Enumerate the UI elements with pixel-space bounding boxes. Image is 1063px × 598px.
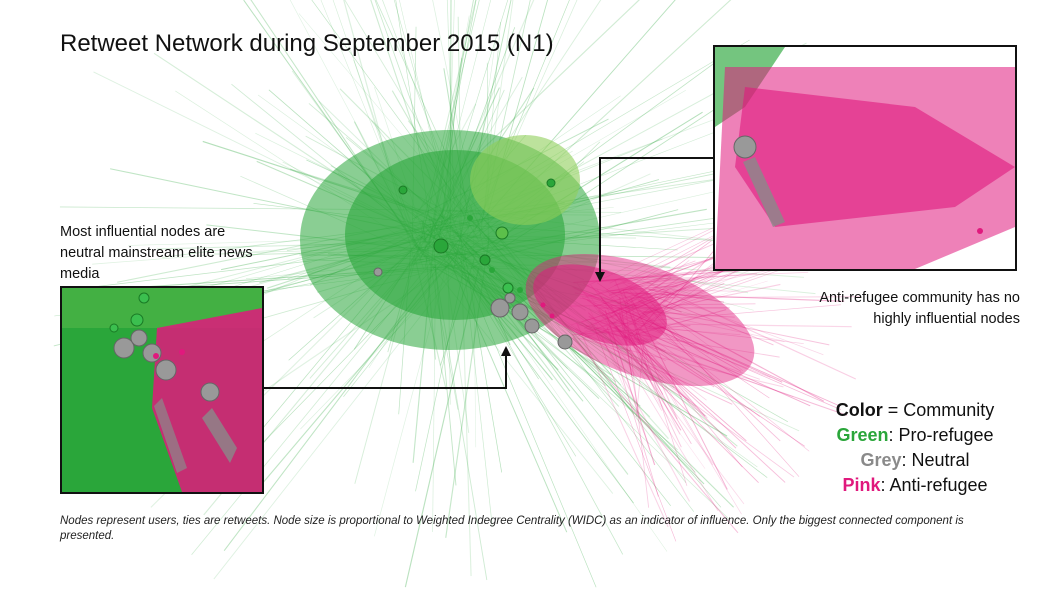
retweet-tie	[611, 291, 845, 302]
pro-refugee-light-subcluster	[470, 135, 580, 225]
neutral-node	[504, 292, 516, 304]
neutral-node	[142, 343, 162, 363]
retweet-tie	[627, 273, 758, 285]
neutral-node	[557, 334, 573, 350]
retweet-tie	[646, 282, 857, 380]
retweet-tie	[645, 280, 768, 319]
connector-line-left	[262, 354, 507, 389]
retweet-tie	[606, 330, 706, 469]
footnote: Nodes represent users, ties are retweets…	[60, 515, 964, 542]
annotation-influential-nodes: Most influential nodes are neutral mains…	[60, 224, 253, 282]
anti-refugee-node	[153, 353, 159, 359]
connector-arrow-right	[595, 272, 605, 282]
legend-item-desc: : Pro-refugee	[888, 425, 994, 445]
pro-refugee-node	[489, 267, 495, 273]
anti-refugee-node	[977, 228, 983, 234]
pro-refugee-node	[130, 313, 144, 327]
neutral-node	[511, 303, 529, 321]
zoom-inset-anti-refugee	[713, 45, 1017, 271]
retweet-tie	[606, 326, 659, 497]
legend-item-label: Pink	[842, 475, 881, 495]
pro-refugee-node	[479, 254, 491, 266]
pro-refugee-node	[502, 282, 514, 294]
zoom-inset-center	[60, 286, 264, 494]
legend-item-grey: Grey: Neutral	[795, 448, 1035, 473]
inset-grey-streak	[154, 398, 187, 473]
retweet-tie	[633, 282, 824, 356]
retweet-tie	[576, 331, 733, 405]
legend-item-desc: : Anti-refugee	[880, 475, 988, 495]
retweet-tie	[572, 337, 739, 534]
retweet-tie	[635, 334, 714, 466]
retweet-tie	[645, 338, 760, 380]
inset-grey-streak	[202, 408, 237, 463]
legend-color-desc: = Community	[882, 400, 995, 420]
retweet-tie	[641, 283, 781, 314]
retweet-tie	[637, 304, 841, 323]
zoom-inset-anti-refugee-graphic	[715, 47, 1015, 269]
retweet-tie	[576, 322, 669, 528]
retweet-tie	[638, 300, 825, 402]
retweet-tie	[614, 327, 737, 449]
legend-header: Color = Community	[795, 398, 1035, 423]
pro-refugee-node	[517, 287, 523, 293]
legend-item-desc: : Neutral	[901, 450, 970, 470]
legend-item-pink: Pink: Anti-refugee	[795, 473, 1035, 498]
retweet-tie	[635, 338, 645, 417]
anti-refugee-node	[549, 313, 555, 319]
neutral-node	[373, 267, 383, 277]
anti-refugee-node	[179, 349, 185, 355]
retweet-tie	[578, 337, 784, 388]
retweet-tie	[594, 328, 677, 542]
legend-item-green: Green: Pro-refugee	[795, 423, 1035, 448]
anti-refugee-node	[540, 302, 546, 308]
retweet-tie	[595, 334, 669, 392]
page-title: Retweet Network during September 2015 (N…	[60, 30, 554, 57]
retweet-tie	[639, 289, 774, 346]
pro-refugee-node	[398, 185, 408, 195]
zoom-inset-center-graphic	[62, 288, 262, 492]
legend-item-label: Grey	[860, 450, 902, 470]
retweet-tie	[648, 288, 725, 303]
retweet-tie	[581, 321, 795, 478]
pro-refugee-node	[495, 226, 509, 240]
retweet-tie	[636, 328, 811, 407]
legend-color-label: Color	[835, 400, 883, 420]
annotation-anti-refugee: Anti-refugee community has no highly inf…	[819, 290, 1020, 327]
pro-refugee-node	[546, 178, 556, 188]
pro-refugee-node	[138, 292, 150, 304]
neutral-node	[200, 382, 220, 402]
neutral-node	[524, 318, 540, 334]
anti-refugee-cluster-core	[533, 264, 667, 346]
neutral-node	[155, 359, 177, 381]
retweet-tie	[633, 337, 715, 388]
network-nodes	[373, 178, 573, 350]
retweet-tie	[646, 321, 810, 452]
connector-line-right	[599, 157, 713, 272]
retweet-tie	[630, 279, 696, 289]
retweet-tie	[629, 296, 861, 299]
pro-refugee-node	[467, 215, 473, 221]
retweet-tie	[636, 260, 696, 283]
pro-refugee-node	[109, 323, 119, 333]
connector-arrow-left	[501, 346, 511, 356]
legend: Color = Community Green: Pro-refugee Gre…	[795, 398, 1035, 498]
inset-pink-core	[735, 87, 1015, 227]
inset-grey-streak	[743, 157, 785, 227]
neutral-node	[490, 298, 510, 318]
retweet-tie	[627, 324, 742, 515]
neutral-node	[733, 135, 757, 159]
retweet-tie	[601, 338, 691, 502]
pro-refugee-node	[433, 238, 449, 254]
legend-item-label: Green	[836, 425, 889, 445]
retweet-tie	[608, 332, 719, 512]
community-clusters	[300, 130, 755, 386]
neutral-node	[113, 337, 135, 359]
neutral-node	[130, 329, 148, 347]
